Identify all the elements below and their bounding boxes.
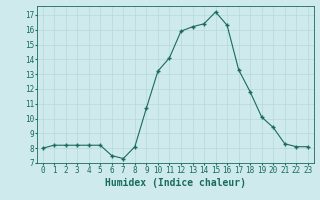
X-axis label: Humidex (Indice chaleur): Humidex (Indice chaleur) [105, 178, 246, 188]
